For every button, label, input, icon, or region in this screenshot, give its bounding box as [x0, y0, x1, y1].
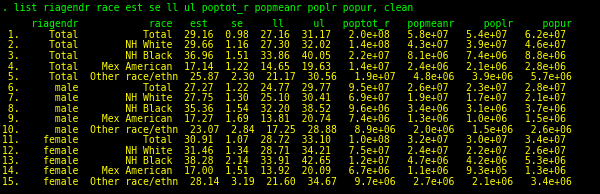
Text: . list riagendr race est se ll ul poptot_r popmeanr poplr popur, clean: . list riagendr race est se ll ul poptot…	[2, 2, 413, 13]
Text: 7.      male        NH White  27.75  1.30  25.10  30.41   6.9e+07   1.9e+07   1.: 7. male NH White 27.75 1.30 25.10 30.41 …	[2, 93, 566, 103]
Text: 10.      male  Other race/ethn  23.07  2.84  17.25  28.88   8.9e+06   2.0e+06   : 10. male Other race/ethn 23.07 2.84 17.2…	[2, 125, 572, 134]
Text: 13.    female        NH Black  38.28  2.14  33.91  42.65   1.2e+07   4.7e+06   4: 13. female NH Black 38.28 2.14 33.91 42.…	[2, 156, 566, 166]
Text: 8.      male        NH Black  35.36  1.54  32.20  38.52   9.6e+06   3.4e+06   3.: 8. male NH Black 35.36 1.54 32.20 38.52 …	[2, 104, 566, 113]
Text: 4.     Total    Mex American  17.14  1.22  14.65  19.63   1.4e+07   2.4e+06   2.: 4. Total Mex American 17.14 1.22 14.65 1…	[2, 61, 566, 72]
Text: 1.     Total           Total  29.16  0.98  27.16  31.17   2.0e+08   5.8e+07   5.: 1. Total Total 29.16 0.98 27.16 31.17 2.…	[2, 30, 566, 40]
Text: 9.      male    Mex American  17.27  1.69  13.81  20.74   7.4e+06   1.3e+06   1.: 9. male Mex American 17.27 1.69 13.81 20…	[2, 114, 566, 124]
Text: 12.    female        NH White  31.46  1.34  28.71  34.21   7.5e+07   2.4e+07   2: 12. female NH White 31.46 1.34 28.71 34.…	[2, 146, 566, 156]
Text: 11.    female           Total  30.91  1.07  28.72  33.10   1.0e+08   3.2e+07   3: 11. female Total 30.91 1.07 28.72 33.10 …	[2, 135, 566, 145]
Text: 2.     Total        NH White  29.66  1.16  27.30  32.02   1.4e+08   4.3e+07   3.: 2. Total NH White 29.66 1.16 27.30 32.02…	[2, 41, 566, 50]
Text: riagendr            race   est    se     ll     ul   poptot_r   popmeanr     pop: riagendr race est se ll ul poptot_r popm…	[2, 18, 572, 29]
Text: 6.      male           Total  27.27  1.22  24.77  29.77   9.5e+07   2.6e+07   2.: 6. male Total 27.27 1.22 24.77 29.77 9.5…	[2, 82, 566, 93]
Text: 5.     Total  Other race/ethn  25.87  2.30  21.17  30.56   1.9e+07   4.8e+06   3: 5. Total Other race/ethn 25.87 2.30 21.1…	[2, 72, 572, 82]
Text: 14.    female    Mex American  17.00  1.51  13.92  20.09   6.7e+06   1.1e+06   9: 14. female Mex American 17.00 1.51 13.92…	[2, 166, 566, 177]
Text: 3.     Total        NH Black  36.96  1.51  33.86  40.05   2.2e+07   8.1e+06   7.: 3. Total NH Black 36.96 1.51 33.86 40.05…	[2, 51, 566, 61]
Text: 15.    female  Other race/ethn  28.14  3.19  21.60  34.67   9.7e+06   2.7e+06   : 15. female Other race/ethn 28.14 3.19 21…	[2, 177, 572, 187]
